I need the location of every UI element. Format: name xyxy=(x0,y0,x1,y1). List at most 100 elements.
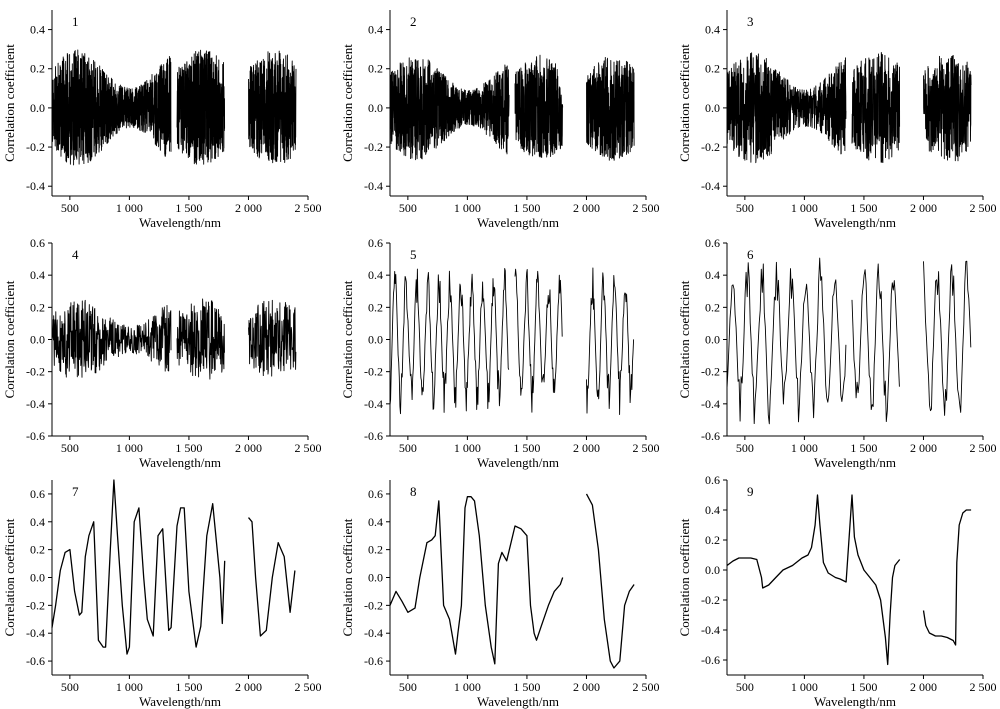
y-tick-label: 0.0 xyxy=(30,571,45,585)
y-axis-title: Correlation coefficient xyxy=(677,280,692,398)
x-tick-label: 1 000 xyxy=(454,680,481,694)
x-tick-label: 1 000 xyxy=(116,680,143,694)
y-tick-label: 0.0 xyxy=(368,571,383,585)
panel-8: -0.6 -0.4 -0.2 0.0 0.2 0.4 0.6 500 1 000 1 500 2 0… xyxy=(340,480,660,709)
y-tick-label: -0.2 xyxy=(364,140,383,154)
panel-4: -0.6 -0.4 -0.2 0.0 0.2 0.4 0.6 500 1 000 1 500 2 0… xyxy=(2,236,322,470)
y-tick-label: 0.2 xyxy=(368,300,383,314)
x-tick-label: 2 500 xyxy=(633,201,660,215)
x-axis-title: Wavelength/nm xyxy=(814,455,896,470)
panel-number-label: 3 xyxy=(747,14,754,29)
x-tick-label: 2 000 xyxy=(910,201,937,215)
panel-9: -0.6 -0.4 -0.2 0.0 0.2 0.4 0.6 500 1 000 1 500 2 0… xyxy=(677,473,997,709)
x-tick-label: 2 500 xyxy=(970,441,997,455)
panel-number-label: 6 xyxy=(747,247,754,262)
y-tick-label: -0.6 xyxy=(26,654,45,668)
x-tick-label: 2 000 xyxy=(910,680,937,694)
x-tick-label: 500 xyxy=(61,680,79,694)
panel-number-label: 8 xyxy=(410,484,417,499)
panel-number-label: 1 xyxy=(72,14,79,29)
x-tick-label: 2 500 xyxy=(295,201,322,215)
x-tick-label: 1 000 xyxy=(791,441,818,455)
x-tick-label: 2 000 xyxy=(573,441,600,455)
x-tick-label: 1 500 xyxy=(513,441,540,455)
y-tick-label: 0.6 xyxy=(30,236,45,250)
y-tick-label: -0.4 xyxy=(26,626,45,640)
panel-number-label: 5 xyxy=(410,247,417,262)
y-tick-label: 0.0 xyxy=(705,563,720,577)
x-tick-label: 500 xyxy=(736,441,754,455)
y-tick-label: -0.4 xyxy=(364,626,383,640)
y-tick-label: -0.2 xyxy=(364,365,383,379)
y-tick-label: 0.6 xyxy=(368,236,383,250)
y-tick-label: -0.6 xyxy=(701,429,720,443)
y-tick-label: -0.6 xyxy=(26,429,45,443)
y-tick-label: 0.2 xyxy=(30,543,45,557)
y-tick-label: -0.2 xyxy=(364,598,383,612)
y-axis-title: Correlation coefficient xyxy=(677,44,692,162)
x-tick-label: 1 500 xyxy=(850,201,877,215)
panel-number-label: 9 xyxy=(747,484,754,499)
y-tick-label: 0.2 xyxy=(705,533,720,547)
x-tick-label: 2 500 xyxy=(295,441,322,455)
x-tick-label: 1 000 xyxy=(454,441,481,455)
y-tick-label: 0.4 xyxy=(30,515,45,529)
y-tick-label: 0.4 xyxy=(705,268,720,282)
x-tick-label: 2 000 xyxy=(573,201,600,215)
y-tick-label: 0.6 xyxy=(705,473,720,487)
y-tick-label: 0.2 xyxy=(705,300,720,314)
y-tick-label: 0.0 xyxy=(368,333,383,347)
x-tick-label: 2 500 xyxy=(633,680,660,694)
x-tick-label: 2 500 xyxy=(633,441,660,455)
y-tick-label: -0.2 xyxy=(26,140,45,154)
y-axis-title: Correlation coefficient xyxy=(677,518,692,636)
x-tick-label: 2 500 xyxy=(970,680,997,694)
x-axis-title: Wavelength/nm xyxy=(139,455,221,470)
panel-5: -0.6 -0.4 -0.2 0.0 0.2 0.4 0.6 500 1 000 1 500 2 0… xyxy=(340,236,660,470)
x-tick-label: 1 500 xyxy=(513,680,540,694)
x-axis-title: Wavelength/nm xyxy=(477,694,559,709)
panel-7: -0.6 -0.4 -0.2 0.0 0.2 0.4 0.6 500 1 000 1 500 2 0… xyxy=(2,479,322,709)
y-tick-label: 0.0 xyxy=(30,101,45,115)
series-line xyxy=(51,298,297,380)
x-tick-label: 1 000 xyxy=(791,680,818,694)
x-tick-label: 500 xyxy=(399,680,417,694)
y-tick-label: 0.4 xyxy=(368,268,383,282)
x-axis-title: Wavelength/nm xyxy=(814,694,896,709)
y-tick-label: -0.4 xyxy=(364,397,383,411)
x-tick-label: 1 500 xyxy=(513,201,540,215)
x-tick-label: 2 000 xyxy=(235,680,262,694)
y-tick-label: 0.0 xyxy=(30,333,45,347)
x-tick-label: 2 000 xyxy=(235,441,262,455)
y-tick-label: -0.6 xyxy=(701,653,720,667)
x-tick-label: 1 000 xyxy=(116,441,143,455)
x-axis-title: Wavelength/nm xyxy=(477,455,559,470)
series-line xyxy=(726,257,972,425)
y-tick-label: -0.4 xyxy=(701,623,720,637)
y-tick-label: 0.4 xyxy=(705,23,720,37)
x-tick-label: 1 000 xyxy=(116,201,143,215)
x-tick-label: 500 xyxy=(61,441,79,455)
x-tick-label: 2 000 xyxy=(910,441,937,455)
panel-number-label: 7 xyxy=(72,484,79,499)
y-tick-label: 0.4 xyxy=(368,515,383,529)
y-tick-label: 0.0 xyxy=(705,333,720,347)
panel-number-label: 4 xyxy=(72,247,79,262)
y-tick-label: -0.2 xyxy=(701,593,720,607)
series-line xyxy=(389,493,635,669)
y-tick-label: 0.4 xyxy=(30,268,45,282)
y-tick-label: 0.2 xyxy=(368,543,383,557)
x-tick-label: 2 500 xyxy=(295,680,322,694)
x-tick-label: 2 000 xyxy=(235,201,262,215)
x-tick-label: 1 500 xyxy=(175,680,202,694)
y-axis-title: Correlation coefficient xyxy=(340,518,355,636)
x-tick-label: 500 xyxy=(61,201,79,215)
y-tick-label: 0.6 xyxy=(705,236,720,250)
y-tick-label: -0.4 xyxy=(701,397,720,411)
panel-6: -0.6 -0.4 -0.2 0.0 0.2 0.4 0.6 500 1 000 1 500 2 0… xyxy=(677,236,997,470)
y-axis-title: Correlation coefficient xyxy=(2,44,17,162)
y-tick-label: -0.6 xyxy=(364,429,383,443)
y-tick-label: 0.4 xyxy=(30,23,45,37)
x-tick-label: 1 500 xyxy=(175,201,202,215)
y-tick-label: -0.2 xyxy=(26,598,45,612)
